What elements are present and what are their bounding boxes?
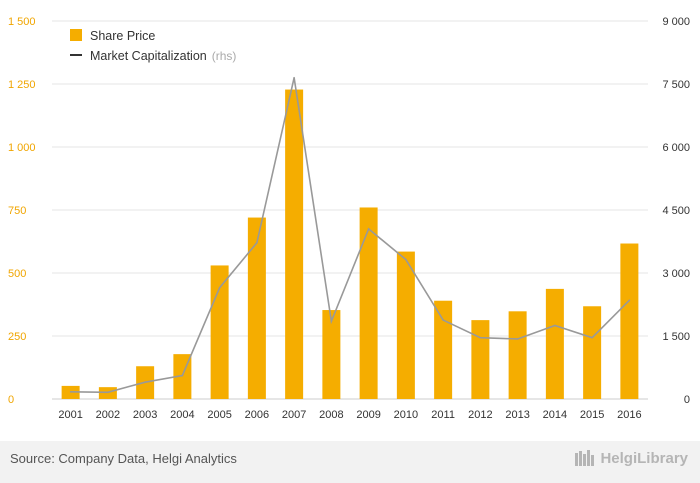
x-tick-label: 2012 (468, 409, 492, 421)
bar-2014 (545, 288, 564, 399)
x-tick-label: 2013 (505, 409, 529, 421)
legend-label-market-cap: Market Capitalization (rhs) (90, 49, 236, 63)
market-cap-point-2003 (144, 381, 146, 384)
right-tick-label: 4 500 (662, 205, 690, 217)
left-tick-label: 250 (8, 331, 26, 343)
x-tick-label: 2011 (431, 409, 455, 421)
bar-2013 (508, 311, 527, 399)
market-cap-point-2013 (516, 338, 519, 340)
x-tick-label: 2001 (58, 409, 82, 421)
right-tick-label: 0 (684, 394, 690, 406)
legend-label-market-cap-name: Market Capitalization (90, 49, 207, 63)
market-cap-polyline (70, 77, 630, 394)
right-tick-label: 7 500 (662, 79, 690, 91)
bar-2006 (247, 217, 266, 399)
bar-2005 (210, 265, 229, 399)
bar-2010 (396, 251, 415, 399)
market-cap-point-2012 (479, 336, 482, 339)
x-tick-label: 2005 (207, 409, 231, 421)
x-tick-label: 2006 (245, 409, 269, 421)
left-tick-label: 750 (8, 205, 26, 217)
x-tick-label: 2004 (170, 409, 194, 421)
right-tick-label: 6 000 (662, 142, 690, 154)
market-cap-line (69, 76, 631, 394)
footer: Source: Company Data, Helgi Analytics He… (0, 441, 700, 483)
market-cap-point-2009 (367, 228, 370, 230)
x-tick-label: 2009 (356, 409, 380, 421)
legend-label-market-cap-suffix: (rhs) (212, 49, 237, 63)
market-cap-point-2011 (442, 319, 444, 321)
market-cap-point-2004 (181, 374, 184, 377)
bar-2012 (471, 320, 490, 399)
right-tick-label: 1 500 (662, 331, 690, 343)
right-axis-ticks: 0 1 500 3 000 4 500 6 000 7 500 9 000 (662, 16, 690, 406)
right-tick-label: 3 000 (662, 268, 690, 280)
left-tick-label: 500 (8, 268, 26, 280)
bar-2015 (583, 306, 602, 399)
bar-2011 (434, 300, 453, 399)
share-price-bars (61, 89, 639, 399)
market-cap-point-2015 (591, 336, 593, 339)
market-cap-point-2008 (330, 320, 333, 323)
left-tick-label: 1 500 (8, 16, 36, 28)
x-tick-label: 2010 (394, 409, 418, 421)
right-tick-label: 9 000 (662, 16, 690, 28)
chart: 0 250 500 750 1 000 1 250 1 500 0 1 500 3 000 4 5… (8, 16, 690, 421)
market-cap-point-2007 (293, 76, 295, 79)
brand-logo: HelgiLibrary (574, 449, 688, 467)
bar-2009 (359, 207, 378, 399)
brand-name: HelgiLibrary (600, 449, 688, 467)
left-axis-ticks: 0 250 500 750 1 000 1 250 1 500 (8, 16, 36, 406)
x-tick-label: 2015 (580, 409, 604, 421)
x-tick-label: 2003 (133, 409, 157, 421)
market-cap-point-2002 (107, 391, 109, 394)
market-cap-point-2014 (554, 324, 556, 327)
left-tick-label: 0 (8, 394, 14, 406)
x-axis-ticks: 2001 2002 2003 2004 2005 2006 2007 2008 2009 2010… (58, 409, 641, 421)
left-tick-label: 1 250 (8, 79, 36, 91)
x-tick-label: 2007 (282, 409, 306, 421)
market-cap-point-2006 (256, 241, 258, 244)
market-cap-point-2010 (405, 258, 407, 261)
x-tick-label: 2008 (319, 409, 343, 421)
x-tick-label: 2014 (543, 409, 567, 421)
source-note: Source: Company Data, Helgi Analytics (10, 451, 237, 466)
legend: Share Price Market Capitalization (rhs) (70, 29, 236, 63)
library-books-icon (575, 450, 595, 466)
bar-2007 (285, 89, 304, 399)
market-cap-point-2016 (628, 299, 631, 302)
market-cap-point-2005 (218, 286, 221, 289)
bar-2008 (322, 310, 341, 399)
x-tick-label: 2016 (617, 409, 641, 421)
x-tick-label: 2002 (96, 409, 120, 421)
legend-swatch-share-price (70, 29, 82, 41)
bar-2016 (620, 243, 639, 399)
legend-label-share-price: Share Price (90, 29, 155, 43)
left-tick-label: 1 000 (8, 142, 36, 154)
market-cap-point-2001 (69, 391, 72, 393)
